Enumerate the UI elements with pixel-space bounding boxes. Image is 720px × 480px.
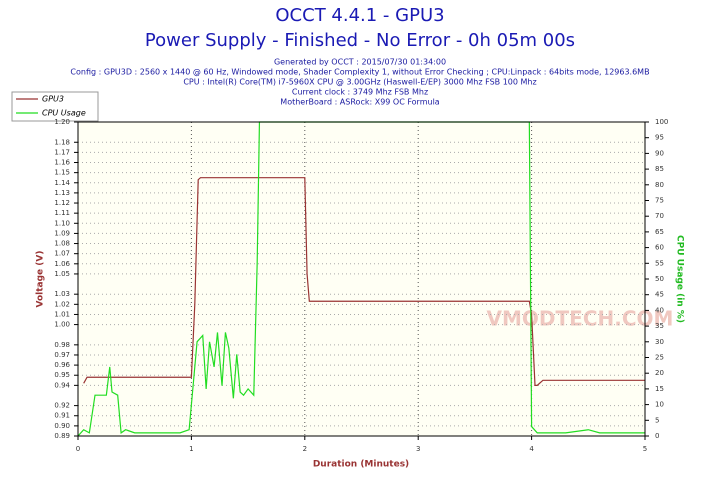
y2-tick-label: 50 — [655, 275, 664, 283]
y2-tick-label: 10 — [655, 401, 664, 409]
y-tick-label: 1.01 — [54, 310, 70, 318]
y-tick-label: 1.07 — [54, 250, 70, 258]
watermark: VMODTECH.COM — [487, 307, 674, 331]
y2-tick-label: 75 — [655, 197, 664, 205]
info-line: MotherBoard : ASRock: X99 OC Formula — [280, 98, 439, 107]
y2-tick-label: 95 — [655, 134, 664, 142]
y2-tick-label: 0 — [655, 432, 659, 440]
x-tick-label: 0 — [76, 445, 80, 453]
y2-axis-label: CPU Usage (in %) — [675, 235, 685, 323]
y-tick-label: 1.15 — [54, 169, 70, 177]
y2-tick-label: 20 — [655, 369, 664, 377]
plot-background — [78, 122, 645, 436]
y-tick-label: 0.95 — [54, 371, 70, 379]
y2-tick-label: 30 — [655, 338, 664, 346]
y-tick-label: 1.08 — [54, 240, 70, 248]
legend-label: GPU3 — [42, 95, 64, 104]
info-line: Generated by OCCT : 2015/07/30 01:34:00 — [274, 58, 446, 67]
info-line: Config : GPU3D : 2560 x 1440 @ 60 Hz, Wi… — [70, 68, 649, 77]
y-tick-label: 1.00 — [54, 321, 70, 329]
legend-label: CPU Usage — [42, 109, 86, 118]
x-tick-label: 4 — [529, 445, 534, 453]
y2-tick-label: 5 — [655, 416, 659, 424]
y2-tick-label: 45 — [655, 291, 664, 299]
x-axis-label: Duration (Minutes) — [313, 460, 409, 470]
y-tick-label: 0.92 — [54, 402, 70, 410]
y2-tick-label: 80 — [655, 181, 664, 189]
data-line — [83, 177, 645, 386]
y-tick-label: 1.02 — [54, 300, 70, 308]
x-tick-label: 1 — [189, 445, 193, 453]
y-tick-label: 1.09 — [54, 229, 70, 237]
info-line: CPU : Intel(R) Core(TM) i7-5960X CPU @ 3… — [183, 78, 536, 87]
x-tick-label: 2 — [303, 445, 307, 453]
info-line: Current clock : 3749 Mhz FSB Mhz — [292, 88, 428, 97]
y2-tick-label: 65 — [655, 228, 664, 236]
y-tick-label: 1.03 — [54, 290, 70, 298]
y-tick-label: 1.14 — [54, 179, 70, 187]
y2-tick-label: 60 — [655, 244, 664, 252]
y2-tick-label: 25 — [655, 354, 664, 362]
chart-subtitle: Power Supply - Finished - No Error - 0h … — [145, 30, 575, 51]
y-tick-label: 1.06 — [54, 260, 70, 268]
y-tick-label: 0.91 — [54, 412, 70, 420]
y-tick-label: 1.05 — [54, 270, 70, 278]
y-tick-label: 0.89 — [54, 432, 70, 440]
y-tick-label: 0.96 — [54, 361, 70, 369]
legend-box — [11, 91, 99, 122]
plot-layer — [77, 121, 646, 437]
y2-tick-label: 70 — [655, 212, 664, 220]
y-tick-label: 1.16 — [54, 159, 70, 167]
y2-tick-label: 55 — [655, 259, 664, 267]
chart-title: OCCT 4.4.1 - GPU3 — [275, 5, 444, 26]
y2-tick-label: 85 — [655, 165, 664, 173]
y-tick-label: 0.98 — [54, 341, 70, 349]
y-tick-label: 1.13 — [54, 189, 70, 197]
x-tick-label: 3 — [416, 445, 420, 453]
y2-tick-label: 15 — [655, 385, 664, 393]
y-tick-label: 0.94 — [54, 381, 70, 389]
y-tick-label: 0.90 — [54, 422, 70, 430]
y-tick-label: 1.11 — [54, 209, 70, 217]
x-tick-label: 5 — [643, 445, 647, 453]
y2-tick-label: 100 — [655, 118, 668, 126]
y-tick-label: 1.18 — [54, 138, 70, 146]
y-tick-label: 1.20 — [54, 118, 70, 126]
y2-tick-label: 35 — [655, 322, 664, 330]
y2-tick-label: 40 — [655, 306, 664, 314]
y-tick-label: 1.10 — [54, 219, 70, 227]
y-tick-label: 1.12 — [54, 199, 70, 207]
y-axis-label: Voltage (V) — [36, 251, 46, 308]
y-tick-label: 1.17 — [54, 148, 70, 156]
y-tick-label: 0.97 — [54, 351, 70, 359]
y2-tick-label: 90 — [655, 149, 664, 157]
